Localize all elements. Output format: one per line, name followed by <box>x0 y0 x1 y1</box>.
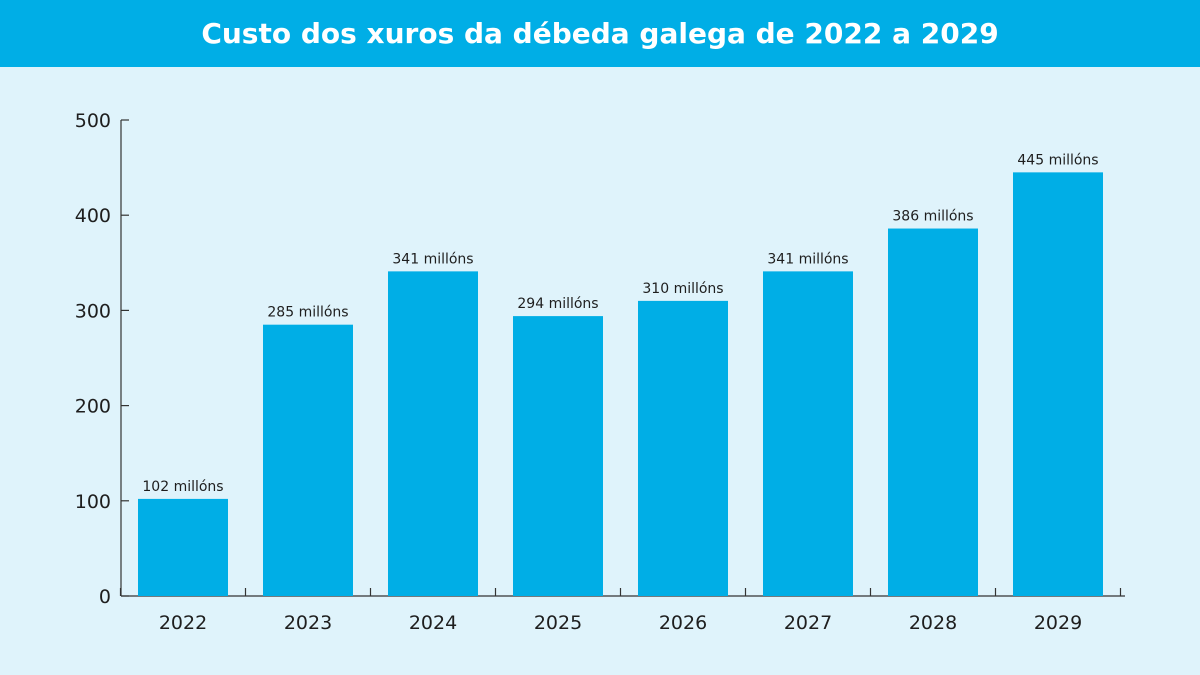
y-tick-label: 500 <box>75 110 111 132</box>
bar-value-label: 285 millóns <box>267 305 348 321</box>
chart-title: Custo dos xuros da débeda galega de 2022… <box>201 17 999 50</box>
x-tick-label: 2026 <box>659 612 707 634</box>
x-tick-label: 2025 <box>534 612 582 634</box>
x-tick-label: 2029 <box>1034 612 1082 634</box>
bar-value-label: 445 millóns <box>1017 152 1098 168</box>
x-tick-label: 2024 <box>409 612 457 634</box>
bar <box>638 300 728 596</box>
y-tick-label: 300 <box>75 300 111 322</box>
bar-value-label: 386 millóns <box>892 209 973 225</box>
bar-value-label: 102 millóns <box>142 479 223 495</box>
y-axis: 0 100 200 300 400 500 <box>75 110 129 608</box>
y-tick-label: 400 <box>75 205 111 227</box>
bar <box>263 324 353 596</box>
bar <box>1013 172 1103 597</box>
y-tick-label: 0 <box>99 586 111 608</box>
y-tick-label: 200 <box>75 396 111 418</box>
bar <box>513 316 603 596</box>
bar-value-label: 294 millóns <box>517 296 598 312</box>
bar-value-label: 310 millóns <box>642 281 723 297</box>
title-bar: Custo dos xuros da débeda galega de 2022… <box>0 0 1200 67</box>
bar-value-label: 341 millóns <box>767 251 848 267</box>
y-tick-label: 100 <box>75 491 111 513</box>
bar <box>388 271 478 596</box>
bar <box>763 271 853 596</box>
bar <box>138 498 228 596</box>
x-tick-label: 2022 <box>159 612 207 634</box>
x-tick-label: 2028 <box>909 612 957 634</box>
bar <box>888 228 978 596</box>
bar-value-label: 341 millóns <box>392 251 473 267</box>
bars <box>138 172 1103 597</box>
x-tick-label: 2023 <box>284 612 332 634</box>
data-labels: 102 millóns 285 millóns 341 millóns 294 mil… <box>142 152 1098 495</box>
x-tick-label: 2027 <box>784 612 832 634</box>
